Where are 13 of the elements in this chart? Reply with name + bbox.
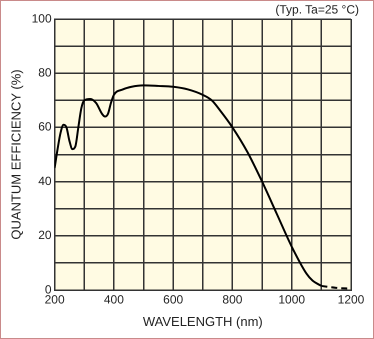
x-tick-label: 400 xyxy=(104,292,124,307)
text: (Typ. Ta=25 °C) xyxy=(275,2,359,16)
y-tick-label: 80 xyxy=(38,66,52,80)
y-tick-label: 20 xyxy=(38,228,52,242)
y-tick-label: 40 xyxy=(38,174,52,188)
y-tick-label: 100 xyxy=(32,11,52,26)
x-tick-label: 800 xyxy=(222,292,243,307)
x-tick-label: 600 xyxy=(163,292,184,307)
x-axis-title: WAVELENGTH (nm) xyxy=(142,314,263,329)
y-tick-label: 60 xyxy=(38,120,52,134)
x-tick-label: 1000 xyxy=(278,292,306,307)
x-tick-label: 1200 xyxy=(338,292,365,307)
y-axis-title: QUANTUM EFFICIENCY (%) xyxy=(8,69,24,240)
